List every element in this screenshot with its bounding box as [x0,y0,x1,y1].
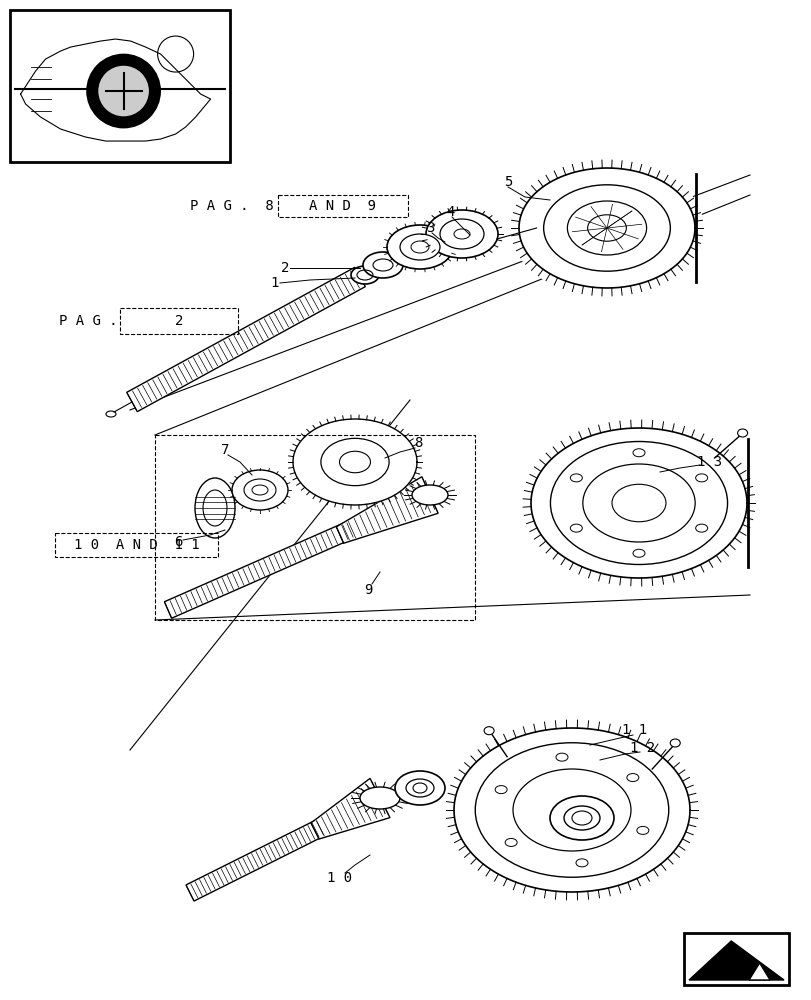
Ellipse shape [582,464,694,542]
Bar [120,308,238,334]
Polygon shape [453,728,689,892]
Ellipse shape [543,185,670,271]
Text: A N D  9: A N D 9 [309,199,376,213]
Polygon shape [311,778,389,839]
Text: 6: 6 [174,535,182,549]
Polygon shape [518,168,694,288]
Polygon shape [689,941,783,980]
Polygon shape [164,522,353,618]
Ellipse shape [549,796,613,840]
Ellipse shape [394,771,444,805]
Ellipse shape [232,470,288,510]
Bar [155,435,474,620]
Bar [55,533,217,557]
Text: 2: 2 [281,261,289,275]
Bar [277,195,407,217]
Ellipse shape [513,769,630,851]
Text: P A G .: P A G . [59,314,118,328]
Ellipse shape [363,252,402,278]
Text: 4: 4 [446,205,455,219]
Ellipse shape [567,201,646,255]
Ellipse shape [411,485,448,505]
Polygon shape [530,428,746,578]
Text: 1 1: 1 1 [622,723,646,737]
Polygon shape [127,267,365,412]
Polygon shape [749,963,769,980]
Ellipse shape [564,806,599,830]
Polygon shape [521,418,756,588]
Text: 1 2: 1 2 [629,741,654,755]
Text: 8: 8 [414,436,422,450]
Ellipse shape [359,787,400,809]
Text: 1 0  A N D  1 1: 1 0 A N D 1 1 [74,538,199,552]
Bar [683,933,788,985]
Ellipse shape [320,438,388,486]
Ellipse shape [387,225,453,269]
Ellipse shape [440,219,483,249]
Text: 3: 3 [425,221,434,235]
Ellipse shape [474,743,668,877]
Ellipse shape [669,739,680,747]
Ellipse shape [243,479,276,501]
Polygon shape [186,820,324,901]
Ellipse shape [550,442,727,564]
Text: 7: 7 [221,443,229,457]
Text: P A G .  8: P A G . 8 [190,199,273,213]
Ellipse shape [736,429,747,437]
Text: 1: 1 [271,276,279,290]
Polygon shape [336,477,438,543]
Circle shape [88,55,160,127]
Text: 1 3: 1 3 [697,455,722,469]
Polygon shape [444,718,699,902]
Ellipse shape [350,266,379,284]
Text: 5: 5 [503,175,512,189]
Ellipse shape [195,478,234,538]
Ellipse shape [483,727,493,735]
Ellipse shape [400,234,440,260]
Ellipse shape [406,779,433,797]
Text: 9: 9 [363,583,371,597]
Circle shape [97,65,149,117]
Polygon shape [293,419,417,505]
Polygon shape [510,160,702,296]
Ellipse shape [426,210,497,258]
Text: 2: 2 [174,314,183,328]
Bar [10,10,230,162]
Text: 1 0: 1 0 [327,871,352,885]
